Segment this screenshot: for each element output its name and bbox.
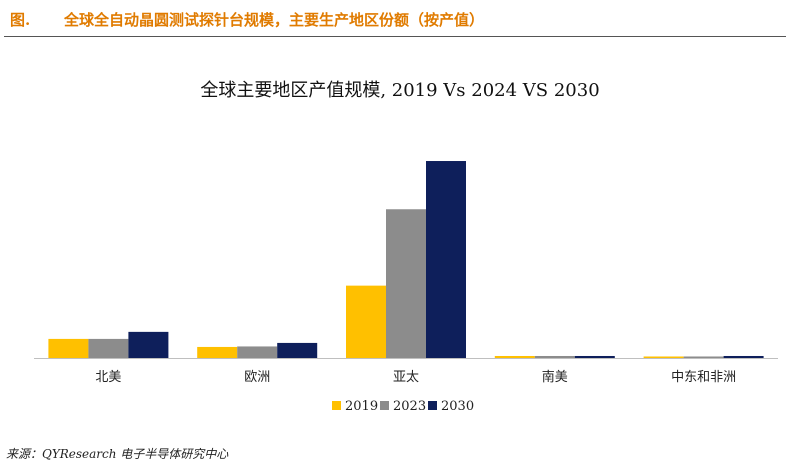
- bar-2023-2: [237, 346, 278, 358]
- legend-label-2019: 2019: [345, 399, 378, 414]
- bar-2023-4: [534, 355, 575, 358]
- x-tick-label: 亚太: [393, 370, 419, 385]
- legend-label-2023: 2023: [393, 399, 426, 414]
- bar-2019-1: [48, 338, 89, 358]
- x-tick-label: 欧洲: [244, 370, 270, 385]
- bar-2019-4: [494, 355, 535, 358]
- x-tick-labels: 北美 欧洲 亚太 南美 中东和非洲: [95, 369, 736, 385]
- bars-group: [48, 161, 764, 358]
- legend-swatch-2023: [380, 401, 389, 410]
- legend-label-2030: 2030: [441, 399, 474, 414]
- bar-2030-4: [574, 355, 615, 358]
- x-tick-label: 中东和非洲: [671, 370, 736, 385]
- figure-prefix: 图.: [10, 11, 31, 29]
- x-tick-label: 北美: [95, 370, 121, 385]
- bar-2030-3: [426, 161, 466, 358]
- bar-chart: 全球主要地区产值规模, 2019 Vs 2024 VS 2030 北美 欧洲 亚太 南…: [34, 80, 778, 414]
- bar-2023-1: [88, 338, 129, 358]
- bar-2030-2: [277, 342, 318, 358]
- bar-2019-3: [346, 285, 386, 358]
- legend: 2019 2023 2030: [332, 399, 474, 414]
- legend-swatch-2030: [428, 401, 437, 410]
- figure-header: 图. 全球全自动晶圆测试探针台规模，主要生产地区份额（按产值）: [4, 0, 786, 37]
- source-note: 来源：QYResearch 电子半导体研究中心: [6, 447, 229, 461]
- bar-2019-2: [197, 346, 238, 358]
- bar-2023-5: [683, 356, 724, 358]
- figure-title: 全球全自动晶圆测试探针台规模，主要生产地区份额（按产值）: [64, 11, 485, 29]
- chart-title: 全球主要地区产值规模, 2019 Vs 2024 VS 2030: [200, 80, 599, 101]
- bar-2019-5: [643, 356, 684, 358]
- bar-2030-5: [723, 355, 764, 358]
- bar-2023-3: [386, 209, 426, 358]
- legend-swatch-2019: [332, 401, 341, 410]
- x-tick-label: 南美: [542, 369, 568, 385]
- bar-2030-1: [128, 331, 169, 358]
